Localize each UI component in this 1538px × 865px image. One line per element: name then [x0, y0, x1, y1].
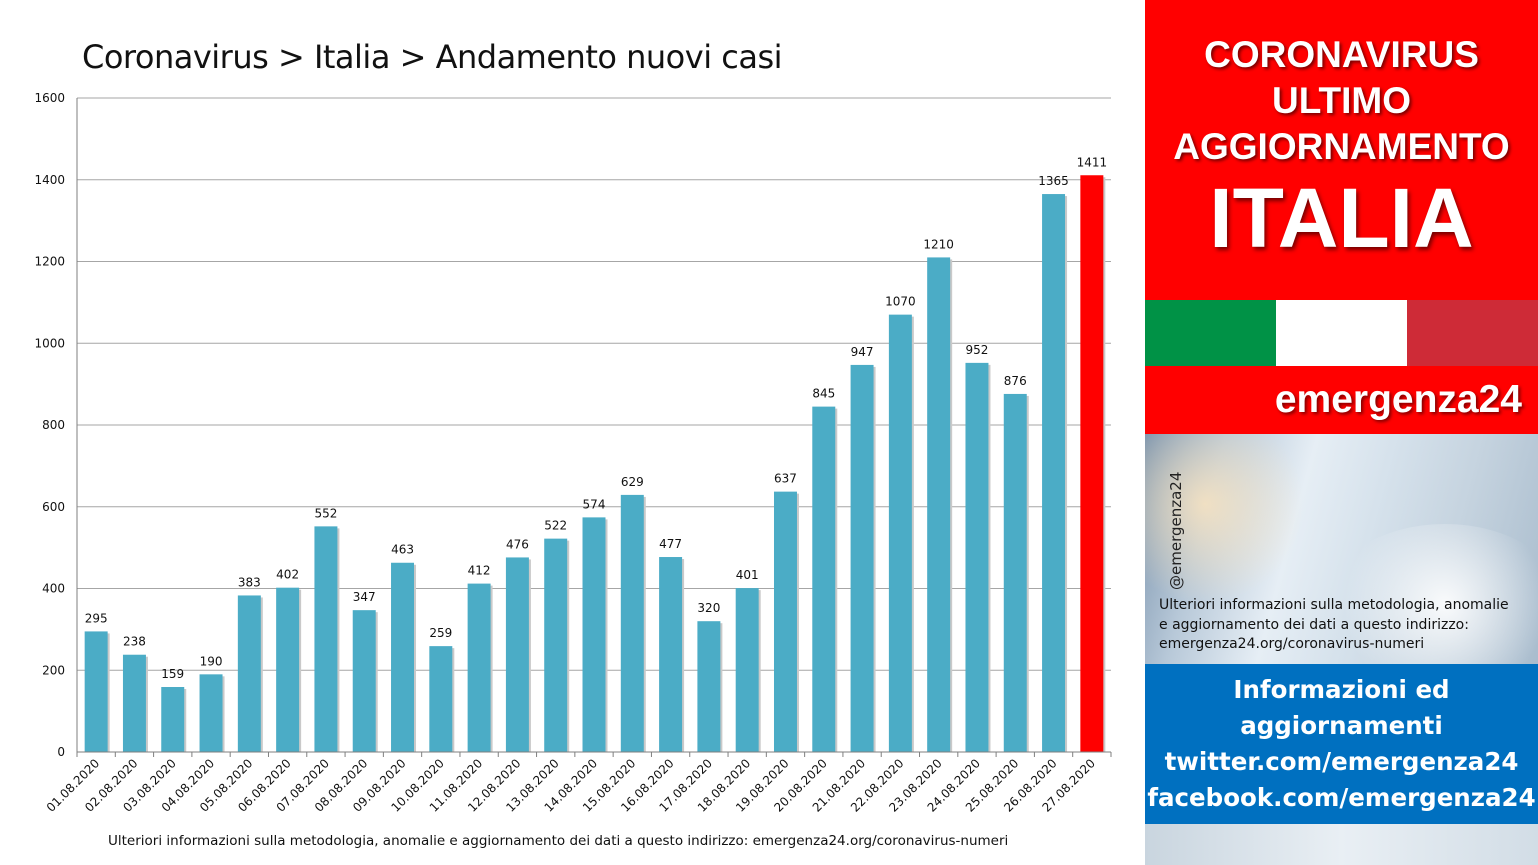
- data-label: 238: [123, 635, 146, 649]
- data-label: 552: [314, 506, 337, 520]
- data-label: 574: [583, 497, 606, 511]
- bar: [1042, 194, 1066, 752]
- chart-footnote: Ulteriori informazioni sulla metodologia…: [108, 833, 1009, 849]
- data-label: 401: [736, 568, 759, 582]
- bar: [352, 610, 376, 752]
- data-label: 876: [1004, 374, 1027, 388]
- flag-stripe-green: [1145, 300, 1276, 366]
- background-photo: [1145, 434, 1538, 664]
- brand-banner: emergenza24: [1145, 366, 1538, 434]
- social-text-line-1: Informazioni ed: [1233, 675, 1450, 704]
- bar: [1003, 393, 1027, 752]
- y-tick-label: 1400: [34, 173, 65, 187]
- header-line-2: ULTIMO: [1271, 80, 1412, 121]
- bar-chart: 0200400600800100012001400160029501.08.20…: [34, 91, 1112, 815]
- bar: [812, 406, 836, 752]
- bar: [237, 595, 261, 752]
- bottom-photo-strip: [1145, 824, 1538, 865]
- y-tick-label: 1200: [34, 255, 65, 269]
- social-handle-text: @emergenza24: [1167, 471, 1185, 590]
- country-label: ITALIA: [1209, 171, 1474, 265]
- bar: [965, 362, 989, 752]
- bar: [888, 314, 912, 752]
- data-label: 1411: [1077, 155, 1108, 169]
- data-label: 320: [697, 601, 720, 615]
- bar: [314, 526, 338, 752]
- y-tick-label: 200: [42, 663, 65, 677]
- y-tick-label: 0: [57, 745, 65, 759]
- data-label: 259: [429, 626, 452, 640]
- data-label: 637: [774, 472, 797, 486]
- y-tick-label: 400: [42, 582, 65, 596]
- bar: [544, 538, 568, 752]
- bar: [697, 621, 721, 752]
- bar: [582, 517, 606, 752]
- bar: [773, 491, 797, 752]
- data-label: 522: [544, 519, 567, 533]
- methodology-note-line-2: e aggiornamento dei dati a questo indiri…: [1159, 616, 1469, 633]
- bar: [1080, 175, 1104, 752]
- bar: [620, 494, 644, 752]
- data-label: 476: [506, 537, 529, 551]
- y-tick-label: 600: [42, 500, 65, 514]
- bar: [927, 257, 951, 752]
- header-banner: CORONAVIRUS ULTIMO AGGIORNAMENTO ITALIA: [1145, 0, 1538, 300]
- data-label: 412: [468, 564, 491, 578]
- data-label: 190: [200, 654, 223, 668]
- bar: [429, 646, 453, 752]
- bar: [467, 583, 491, 752]
- data-label: 383: [238, 575, 261, 589]
- data-label: 159: [161, 667, 184, 681]
- methodology-note: Ulteriori informazioni sulla metodologia…: [1159, 596, 1534, 655]
- data-label: 952: [966, 343, 989, 357]
- chart-area: Coronavirus > Italia > Andamento nuovi c…: [34, 38, 1112, 849]
- data-label: 845: [812, 387, 835, 401]
- bar: [735, 588, 759, 752]
- data-label: 347: [353, 590, 376, 604]
- bar: [84, 631, 108, 752]
- y-tick-label: 1000: [34, 336, 65, 350]
- header-line-3: AGGIORNAMENTO: [1173, 126, 1510, 167]
- bar: [122, 654, 146, 752]
- data-label: 1210: [923, 237, 954, 251]
- methodology-note-line-1: Ulteriori informazioni sulla metodologia…: [1159, 597, 1509, 613]
- photo-highlight-2: [1325, 524, 1538, 664]
- side-panel: CORONAVIRUS ULTIMO AGGIORNAMENTO ITALIA …: [1145, 0, 1538, 865]
- bar: [505, 557, 529, 752]
- facebook-link[interactable]: facebook.com/emergenza24: [1147, 783, 1536, 812]
- brand-name: emergenza24: [1274, 378, 1522, 421]
- bar: [850, 364, 874, 752]
- bar: [659, 557, 683, 752]
- bar: [391, 562, 415, 752]
- chart-title: Coronavirus > Italia > Andamento nuovi c…: [82, 38, 783, 76]
- data-label: 947: [851, 345, 874, 359]
- social-links-box: Informazioni ed aggiornamenti twitter.co…: [1145, 664, 1538, 824]
- data-label: 463: [391, 543, 414, 557]
- data-label: 1070: [885, 295, 916, 309]
- bar: [276, 587, 300, 752]
- bar: [161, 687, 185, 752]
- twitter-link[interactable]: twitter.com/emergenza24: [1164, 747, 1519, 776]
- data-label: 477: [659, 537, 682, 551]
- header-line-1: CORONAVIRUS: [1204, 34, 1479, 75]
- data-label: 295: [85, 611, 108, 625]
- data-label: 1365: [1038, 174, 1069, 188]
- y-tick-label: 1600: [34, 91, 65, 105]
- bar: [199, 674, 223, 752]
- flag-stripe-red: [1407, 300, 1538, 366]
- y-tick-label: 800: [42, 418, 65, 432]
- methodology-note-link[interactable]: emergenza24.org/coronavirus-numeri: [1159, 636, 1425, 652]
- social-handle: @emergenza24: [1147, 460, 1191, 600]
- social-text-line-2: aggiornamenti: [1240, 711, 1443, 740]
- flag-stripe-white: [1276, 300, 1407, 366]
- data-label: 402: [276, 568, 299, 582]
- data-label: 629: [621, 475, 644, 489]
- italian-flag: [1145, 300, 1538, 366]
